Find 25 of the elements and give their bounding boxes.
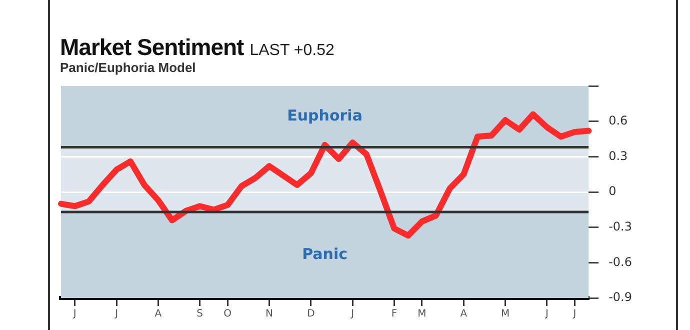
x-tick-label: A bbox=[460, 308, 468, 320]
x-tick-label: D bbox=[307, 308, 316, 320]
y-tick-label: 0 bbox=[608, 184, 616, 198]
x-tick-label: O bbox=[224, 308, 232, 320]
y-tick-label: 0.6 bbox=[608, 113, 628, 128]
y-tick-label: -0.6 bbox=[608, 254, 632, 269]
band-label: Panic bbox=[302, 244, 348, 263]
y-tick-label: -0.9 bbox=[608, 290, 632, 304]
x-tick-label: J bbox=[72, 308, 76, 320]
band-label: Euphoria bbox=[287, 106, 362, 125]
chart-subtitle: Panic/Euphoria Model bbox=[60, 60, 197, 75]
x-tick-label: M bbox=[500, 308, 510, 320]
x-tick-label: A bbox=[154, 308, 162, 320]
x-tick-label: S bbox=[196, 308, 204, 320]
y-tick-label: 0.3 bbox=[608, 148, 628, 163]
chart-title: Market Sentiment bbox=[60, 34, 244, 60]
text: LAST +0.52 bbox=[250, 42, 334, 59]
x-tick-label: J bbox=[114, 308, 118, 320]
y-tick-label: -0.3 bbox=[608, 219, 632, 234]
x-tick-label: M bbox=[418, 308, 426, 320]
x-tick-label: F bbox=[391, 308, 398, 320]
x-tick-label: J bbox=[572, 308, 576, 320]
x-tick-label: N bbox=[266, 308, 273, 320]
x-tick-label: J bbox=[544, 308, 548, 320]
x-tick-label: J bbox=[350, 308, 354, 320]
